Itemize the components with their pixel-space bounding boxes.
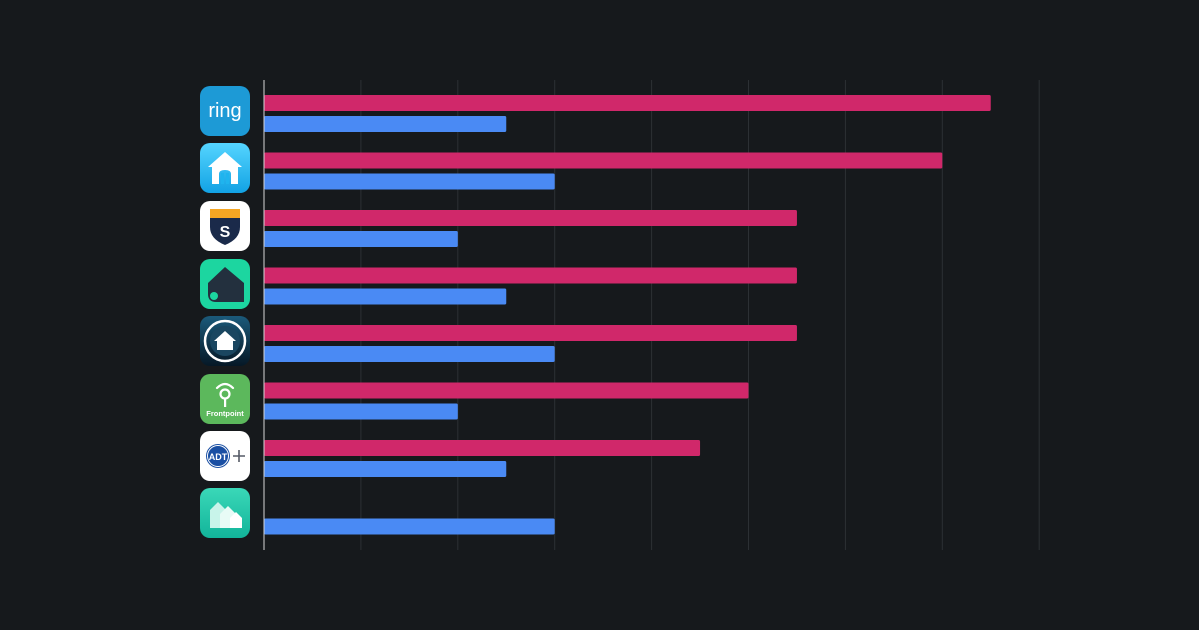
nest-house-icon — [200, 143, 250, 193]
bar-vivint-series-2 — [264, 346, 555, 362]
bar-wyze-series-2 — [264, 288, 507, 305]
bar-vivint-series-1 — [264, 325, 797, 341]
bar-nest-series-1 — [264, 152, 943, 169]
bar-frontpoint-series-2 — [264, 403, 458, 420]
adt-plus-logo-icon: ADT — [200, 431, 250, 481]
svg-text:ring: ring — [208, 100, 241, 122]
bar-wyze-series-1 — [264, 267, 797, 284]
bar-ring-series-1 — [264, 95, 991, 111]
ring-logo-icon: ring — [200, 86, 250, 136]
svg-text:ADT: ADT — [209, 452, 228, 462]
bar-adt--series-2 — [264, 461, 507, 477]
svg-text:Frontpoint: Frontpoint — [206, 409, 244, 418]
bar-frontpoint-series-1 — [264, 382, 749, 399]
bar-adt--series-1 — [264, 440, 701, 456]
bar-simplisafe-series-2 — [264, 231, 458, 247]
frontpoint-logo-icon: Frontpoint — [200, 374, 250, 424]
wyze-house-icon — [200, 259, 250, 309]
vivint-house-icon — [200, 316, 250, 366]
kangaroo-logo-icon — [200, 488, 250, 538]
bar-simplisafe-series-1 — [264, 210, 797, 226]
bar-nest-series-2 — [264, 173, 555, 190]
simplisafe-shield-icon: S — [200, 201, 250, 251]
svg-text:S: S — [220, 224, 231, 241]
bar-ring-series-2 — [264, 116, 507, 132]
bar-kangaroo-series-2 — [264, 518, 555, 535]
